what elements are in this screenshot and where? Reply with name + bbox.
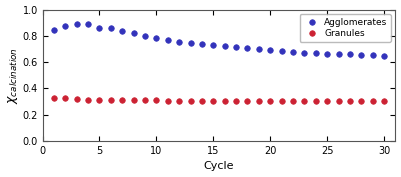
- Agglomerates: [336, 53, 341, 55]
- Granules: [382, 100, 387, 102]
- Agglomerates: [279, 50, 284, 52]
- Agglomerates: [200, 43, 205, 45]
- Granules: [188, 100, 193, 102]
- Granules: [131, 99, 136, 101]
- Granules: [291, 100, 296, 102]
- Granules: [120, 99, 125, 101]
- Agglomerates: [52, 29, 57, 31]
- Agglomerates: [188, 42, 193, 44]
- Agglomerates: [245, 47, 250, 49]
- Granules: [302, 100, 307, 102]
- Agglomerates: [97, 27, 102, 29]
- Granules: [63, 97, 68, 99]
- Granules: [268, 100, 273, 102]
- Granules: [359, 100, 364, 102]
- Agglomerates: [177, 41, 182, 43]
- Agglomerates: [348, 53, 352, 55]
- Agglomerates: [257, 48, 261, 50]
- Granules: [97, 99, 102, 101]
- Agglomerates: [370, 54, 375, 56]
- Granules: [177, 99, 182, 102]
- Agglomerates: [302, 52, 307, 54]
- Granules: [222, 100, 227, 102]
- X-axis label: Cycle: Cycle: [204, 161, 234, 172]
- Granules: [154, 99, 159, 101]
- Granules: [108, 99, 113, 101]
- Granules: [143, 99, 148, 101]
- Granules: [325, 100, 330, 102]
- Agglomerates: [120, 30, 125, 32]
- Granules: [86, 99, 91, 101]
- Agglomerates: [234, 46, 239, 48]
- Granules: [245, 100, 250, 102]
- Granules: [313, 100, 318, 102]
- Granules: [52, 97, 57, 99]
- Agglomerates: [108, 27, 113, 30]
- Granules: [165, 99, 170, 102]
- Line: Agglomerates: Agglomerates: [51, 21, 387, 59]
- Granules: [257, 100, 261, 102]
- Y-axis label: $\chi_{calcination}$: $\chi_{calcination}$: [6, 47, 20, 104]
- Agglomerates: [165, 39, 170, 41]
- Agglomerates: [74, 23, 79, 25]
- Line: Granules: Granules: [51, 95, 387, 104]
- Agglomerates: [131, 32, 136, 34]
- Granules: [74, 98, 79, 100]
- Agglomerates: [63, 25, 68, 27]
- Agglomerates: [359, 53, 364, 56]
- Granules: [200, 100, 205, 102]
- Agglomerates: [313, 52, 318, 54]
- Agglomerates: [143, 35, 148, 37]
- Agglomerates: [211, 44, 216, 46]
- Granules: [211, 100, 216, 102]
- Granules: [370, 100, 375, 102]
- Agglomerates: [222, 45, 227, 47]
- Granules: [234, 100, 239, 102]
- Granules: [336, 100, 341, 102]
- Agglomerates: [325, 53, 330, 55]
- Legend: Agglomerates, Granules: Agglomerates, Granules: [300, 14, 391, 42]
- Agglomerates: [382, 55, 387, 57]
- Agglomerates: [154, 37, 159, 39]
- Agglomerates: [268, 49, 273, 51]
- Granules: [279, 100, 284, 102]
- Agglomerates: [291, 51, 296, 53]
- Agglomerates: [86, 23, 91, 25]
- Granules: [348, 100, 352, 102]
